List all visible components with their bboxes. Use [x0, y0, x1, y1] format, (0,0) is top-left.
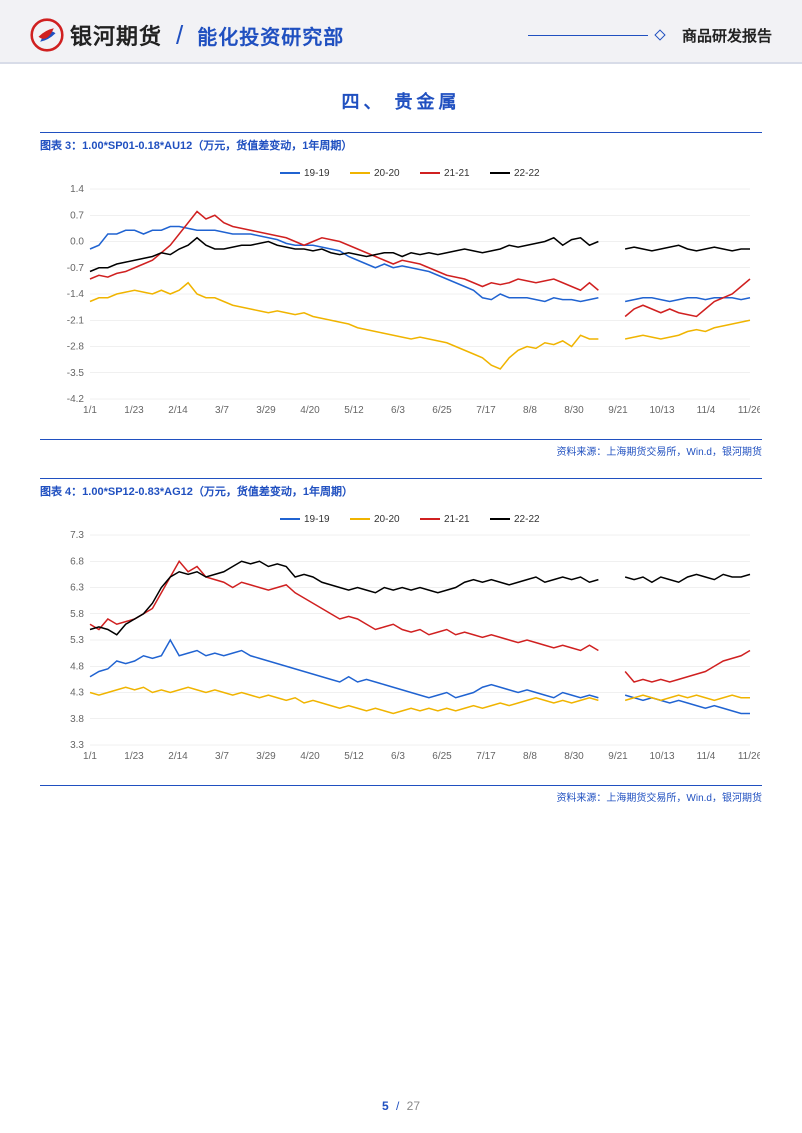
report-type: 商品研发报告 — [682, 25, 772, 46]
svg-text:20-20: 20-20 — [374, 514, 400, 525]
svg-text:-2.1: -2.1 — [67, 315, 85, 326]
svg-text:9/21: 9/21 — [608, 751, 628, 762]
svg-text:5.3: 5.3 — [70, 635, 84, 646]
svg-text:21-21: 21-21 — [444, 168, 470, 179]
chart-4-title: 图表 4：1.00*SP12-0.83*AG12（万元，货值差变动，1年周期） — [40, 478, 762, 499]
svg-text:-3.5: -3.5 — [67, 368, 85, 379]
swirl-icon — [30, 18, 64, 52]
svg-text:6/25: 6/25 — [432, 405, 452, 416]
svg-text:20-20: 20-20 — [374, 168, 400, 179]
svg-text:7.3: 7.3 — [70, 530, 84, 541]
svg-text:1/1: 1/1 — [83, 751, 97, 762]
svg-text:1/23: 1/23 — [124, 405, 144, 416]
page-header: 银河期货 / 能化投资研究部 商品研发报告 — [0, 0, 802, 64]
svg-text:0.7: 0.7 — [70, 210, 84, 221]
svg-text:22-22: 22-22 — [514, 168, 540, 179]
separator-slash: / — [176, 20, 183, 51]
svg-text:10/13: 10/13 — [649, 405, 674, 416]
svg-text:6/25: 6/25 — [432, 751, 452, 762]
svg-text:4/20: 4/20 — [300, 751, 320, 762]
svg-text:4.8: 4.8 — [70, 661, 84, 672]
header-right: 商品研发报告 — [528, 25, 772, 46]
svg-text:21-21: 21-21 — [444, 514, 470, 525]
svg-text:6/3: 6/3 — [391, 751, 405, 762]
chart-4: 7.3 6.8 6.3 5.8 5.3 4.8 4.3 3.8 3.31/1 1/23 2/14 3/… — [40, 505, 760, 775]
svg-text:8/8: 8/8 — [523, 751, 537, 762]
svg-text:2/14: 2/14 — [168, 751, 188, 762]
page-sep: / — [396, 1099, 399, 1113]
svg-text:-4.2: -4.2 — [67, 394, 85, 405]
diamond-icon — [654, 29, 665, 40]
svg-text:8/30: 8/30 — [564, 405, 584, 416]
svg-text:3/29: 3/29 — [256, 405, 276, 416]
svg-text:6.3: 6.3 — [70, 583, 84, 594]
svg-text:2/14: 2/14 — [168, 405, 188, 416]
svg-text:19-19: 19-19 — [304, 514, 330, 525]
svg-text:0.0: 0.0 — [70, 237, 84, 248]
chart-4-source: 资料来源：上海期货交易所，Win.d，银河期货 — [40, 785, 762, 804]
svg-text:9/21: 9/21 — [608, 405, 628, 416]
page-current: 5 — [382, 1099, 389, 1113]
svg-text:1/1: 1/1 — [83, 405, 97, 416]
svg-text:11/4: 11/4 — [697, 405, 716, 416]
svg-text:8/8: 8/8 — [523, 405, 537, 416]
page-total: 27 — [407, 1099, 420, 1113]
svg-text:3.3: 3.3 — [70, 740, 84, 751]
chart-4-block: 图表 4：1.00*SP12-0.83*AG12（万元，货值差变动，1年周期） … — [40, 478, 762, 775]
company-logo: 银河期货 — [30, 18, 162, 52]
svg-text:8/30: 8/30 — [564, 751, 584, 762]
chart-3: 1.4 0.7 0.0 -0.7 -1.4 -2.1 -2.8 -3.5 -4.21/1 1/23… — [40, 159, 760, 429]
chart-3-title: 图表 3：1.00*SP01-0.18*AU12（万元，货值差变动，1年周期） — [40, 132, 762, 153]
deco-line — [528, 35, 648, 36]
svg-text:11/26: 11/26 — [738, 405, 760, 416]
department-name: 能化投资研究部 — [197, 21, 344, 50]
svg-text:4/20: 4/20 — [300, 405, 320, 416]
svg-text:1/23: 1/23 — [124, 751, 144, 762]
svg-text:1.4: 1.4 — [70, 184, 84, 195]
chart-3-block: 图表 3：1.00*SP01-0.18*AU12（万元，货值差变动，1年周期） … — [40, 132, 762, 429]
svg-text:-0.7: -0.7 — [67, 263, 85, 274]
svg-text:7/17: 7/17 — [476, 405, 496, 416]
svg-text:-1.4: -1.4 — [67, 289, 85, 300]
svg-text:5/12: 5/12 — [344, 751, 364, 762]
svg-text:3/7: 3/7 — [215, 405, 229, 416]
svg-text:19-19: 19-19 — [304, 168, 330, 179]
svg-text:10/13: 10/13 — [649, 751, 674, 762]
section-title: 四、 贵金属 — [40, 88, 762, 114]
svg-text:3.8: 3.8 — [70, 714, 84, 725]
svg-text:6/3: 6/3 — [391, 405, 405, 416]
chart-3-source: 资料来源：上海期货交易所，Win.d，银河期货 — [40, 439, 762, 458]
svg-text:5/12: 5/12 — [344, 405, 364, 416]
svg-text:7/17: 7/17 — [476, 751, 496, 762]
svg-text:6.8: 6.8 — [70, 556, 84, 567]
svg-text:11/4: 11/4 — [697, 751, 716, 762]
svg-text:22-22: 22-22 — [514, 514, 540, 525]
page-content: 四、 贵金属 图表 3：1.00*SP01-0.18*AU12（万元，货值差变动… — [0, 64, 802, 804]
svg-text:5.8: 5.8 — [70, 609, 84, 620]
svg-text:-2.8: -2.8 — [67, 342, 85, 353]
page-footer: 5 / 27 — [0, 1099, 802, 1113]
svg-text:11/26: 11/26 — [738, 751, 760, 762]
svg-text:3/29: 3/29 — [256, 751, 276, 762]
svg-text:3/7: 3/7 — [215, 751, 229, 762]
svg-text:4.3: 4.3 — [70, 688, 84, 699]
company-name: 银河期货 — [70, 19, 162, 51]
